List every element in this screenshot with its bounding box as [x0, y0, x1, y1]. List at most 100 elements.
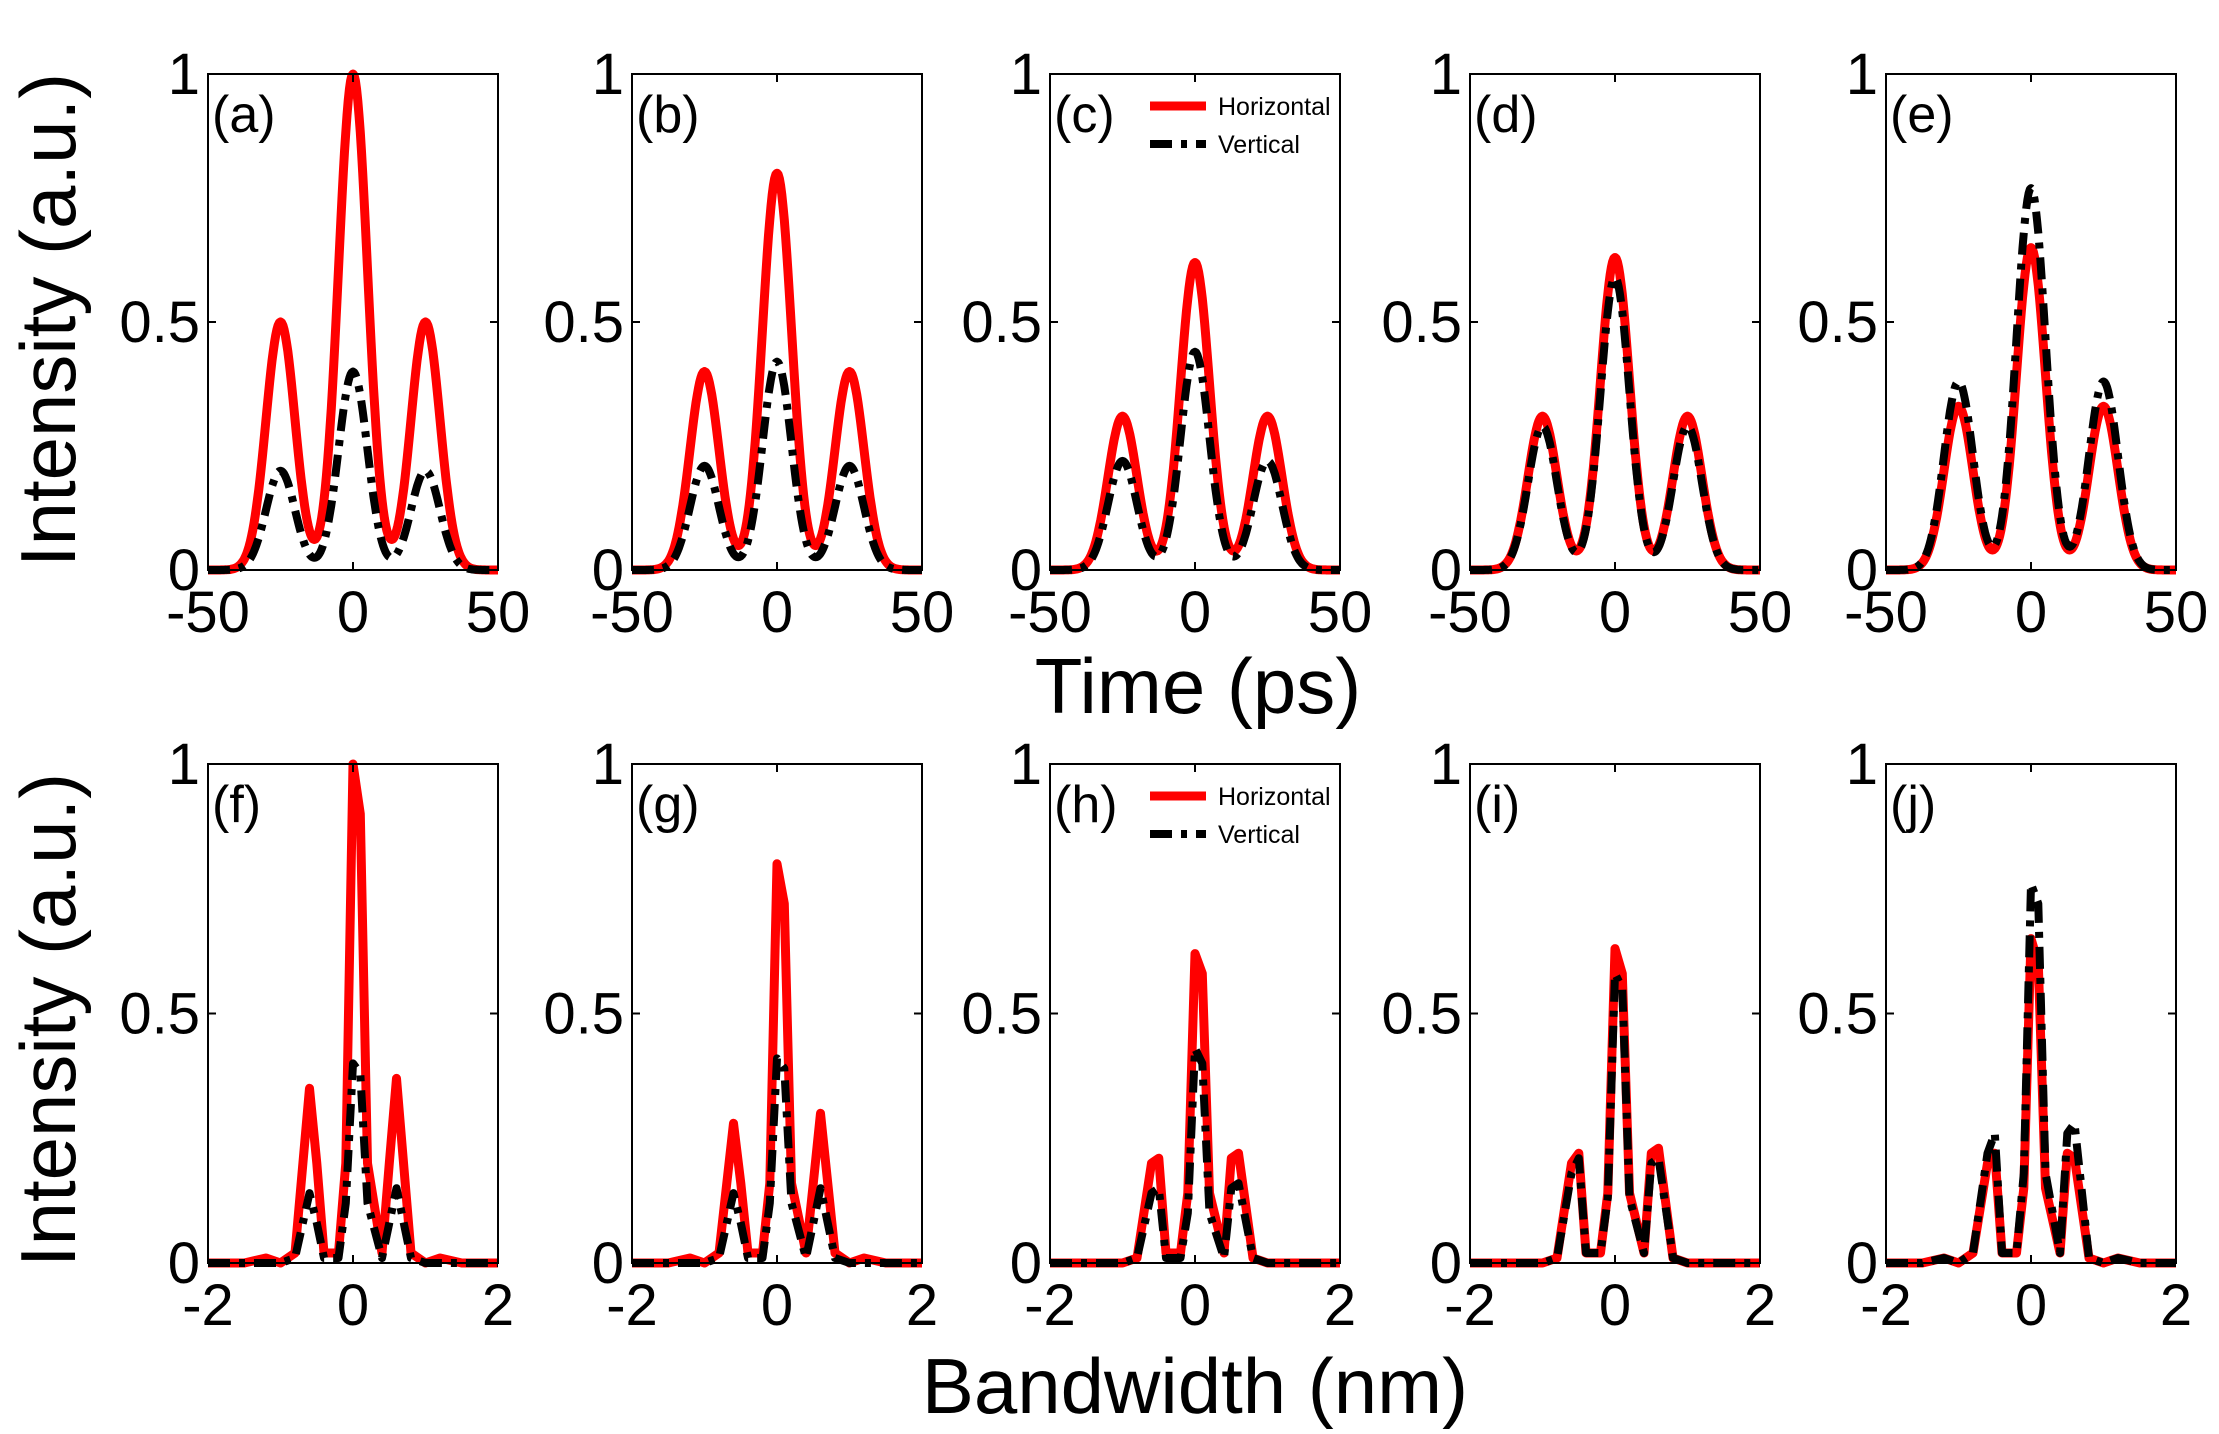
panel-label: (j) — [1890, 776, 1936, 834]
x-tick-label: 50 — [890, 580, 955, 645]
y-tick-label: 0.5 — [1797, 290, 1878, 355]
series-horizontal-line — [1466, 253, 1764, 575]
x-tick-label: -2 — [1860, 1273, 1912, 1338]
legend-vertical-label: Vertical — [1218, 131, 1300, 159]
y-tick-label: 0.5 — [543, 982, 624, 1047]
x-tick-label: -50 — [166, 580, 250, 645]
y-tick-label: 0.5 — [119, 290, 200, 355]
x-tick-label: 0 — [761, 580, 793, 645]
panel-a: 00.51-50 0 50(a) — [119, 42, 530, 645]
y-tick-label: 0.5 — [119, 982, 200, 1047]
y-tick-label: 1 — [1010, 42, 1042, 107]
series-vertical-line — [205, 367, 501, 574]
x-tick-label: 0 — [337, 580, 369, 645]
panel-label: (i) — [1474, 776, 1520, 834]
panel-label: (f) — [212, 776, 261, 834]
y-tick-label: 0 — [168, 538, 200, 603]
y-tick-label: 1 — [1846, 42, 1878, 107]
axes-box — [207, 73, 499, 571]
y-tick-label: 1 — [1010, 732, 1042, 797]
series-vertical-line — [632, 1054, 922, 1267]
x-tick-label: 50 — [466, 580, 531, 645]
x-tick-label: 0 — [1179, 580, 1211, 645]
y-tick-label: 0 — [592, 1231, 624, 1296]
y-tick-label: 0 — [168, 1231, 200, 1296]
x-tick-label: -50 — [1008, 580, 1092, 645]
panel-label: (c) — [1054, 86, 1115, 144]
panel-label: (b) — [636, 86, 700, 144]
y-tick-label: 0 — [1430, 538, 1462, 603]
panel-label: (e) — [1890, 86, 1954, 144]
x-tick-label: 0 — [1179, 1273, 1211, 1338]
legend: Horizontal Vertical — [1150, 93, 1331, 159]
y-axis-label-top: Intensity (a.u.) — [4, 73, 92, 567]
legend-vertical-label: Vertical — [1218, 821, 1300, 849]
x-tick-label: 0 — [1599, 580, 1631, 645]
x-tick-label: 0 — [761, 1273, 793, 1338]
y-tick-label: 0 — [1010, 1231, 1042, 1296]
x-tick-label: 0 — [2015, 580, 2047, 645]
x-tick-label: 0 — [2015, 1273, 2047, 1338]
x-tick-label: -50 — [1844, 580, 1928, 645]
panel-label: (d) — [1474, 86, 1538, 144]
axes-box — [1469, 73, 1761, 571]
series-vertical-line — [1050, 1044, 1340, 1267]
y-tick-label: 0 — [1846, 538, 1878, 603]
panel-b: 00.51-50 0 50(b) — [543, 42, 954, 645]
y-tick-label: 0 — [1846, 1231, 1878, 1296]
y-tick-label: 1 — [168, 42, 200, 107]
panel-label: (a) — [212, 86, 276, 144]
axes-box — [631, 73, 923, 571]
series-horizontal-line — [1882, 243, 2180, 575]
x-tick-label: 2 — [906, 1273, 938, 1338]
series-vertical-line — [1883, 184, 2179, 574]
panel-f: 00.51-2 0 2(f) — [119, 732, 514, 1338]
x-tick-label: 0 — [337, 1273, 369, 1338]
series-vertical-line — [1470, 969, 1760, 1267]
y-tick-label: 0 — [592, 538, 624, 603]
x-tick-label: 2 — [1324, 1273, 1356, 1338]
y-tick-label: 0.5 — [961, 290, 1042, 355]
series-horizontal-line — [1046, 258, 1344, 575]
y-tick-label: 1 — [592, 42, 624, 107]
x-axis-label-bottom: Bandwidth (nm) — [922, 1342, 1468, 1430]
series-vertical-line — [1886, 879, 2176, 1267]
panel-label: (g) — [636, 776, 700, 834]
y-tick-label: 1 — [1430, 732, 1462, 797]
legend-horizontal-label: Horizontal — [1218, 783, 1331, 811]
y-tick-label: 1 — [1430, 42, 1462, 107]
y-tick-label: 0.5 — [1381, 982, 1462, 1047]
x-tick-label: 2 — [2160, 1273, 2192, 1338]
y-tick-label: 0 — [1430, 1231, 1462, 1296]
y-tick-label: 1 — [592, 732, 624, 797]
x-tick-label: 50 — [2144, 580, 2209, 645]
x-tick-label: -50 — [1428, 580, 1512, 645]
panel-e: 00.51-50 0 50(e) — [1797, 42, 2208, 645]
x-tick-label: 50 — [1308, 580, 1373, 645]
x-tick-label: -50 — [590, 580, 674, 645]
axes-box — [1885, 73, 2177, 571]
x-tick-label: -2 — [1444, 1273, 1496, 1338]
series-vertical-line — [1467, 273, 1763, 574]
y-tick-label: 0.5 — [1381, 290, 1462, 355]
series-horizontal-line — [204, 69, 502, 575]
y-tick-label: 0.5 — [1797, 982, 1878, 1047]
y-tick-label: 1 — [1846, 732, 1878, 797]
panel-g: 00.51-2 0 2(g) — [543, 732, 938, 1338]
y-tick-label: 0.5 — [543, 290, 624, 355]
y-axis-label-bottom: Intensity (a.u.) — [4, 773, 92, 1267]
legend-horizontal-label: Horizontal — [1218, 93, 1331, 121]
y-tick-label: 0 — [1010, 538, 1042, 603]
y-tick-label: 0.5 — [961, 982, 1042, 1047]
series-horizontal-line — [208, 759, 498, 1268]
x-tick-label: -2 — [1024, 1273, 1076, 1338]
x-tick-label: -2 — [182, 1273, 234, 1338]
y-tick-label: 1 — [168, 732, 200, 797]
x-tick-label: -2 — [606, 1273, 658, 1338]
series-vertical-line — [629, 357, 925, 574]
x-axis-label-top: Time (ps) — [1035, 642, 1361, 730]
panels: 00.51-50 0 50(a)00.51-50 0 50(b)00.51-50 0 50(… — [119, 42, 2208, 1338]
panel-j: 00.51-2 0 2(j) — [1797, 732, 2192, 1338]
